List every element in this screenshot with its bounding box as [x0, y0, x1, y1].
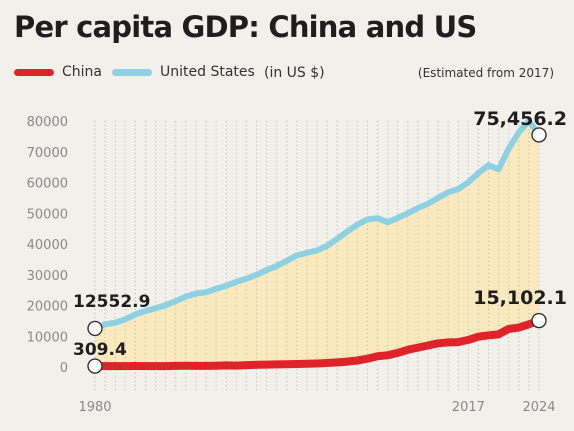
legend-label-china: China [62, 64, 102, 80]
legend: China United States (in US $) (Estimated… [14, 64, 562, 84]
y-tick-label: 30000 [27, 269, 68, 284]
y-tick-label: 0 [60, 361, 68, 376]
x-tick-label: 2024 [522, 400, 555, 415]
gap-area [95, 121, 539, 367]
us-start-marker [87, 320, 103, 337]
china-line [91, 316, 543, 371]
legend-swatch-us [112, 68, 152, 76]
us-end-marker [531, 127, 547, 143]
china-start-label: 309.4 [73, 340, 127, 360]
china-end-marker [531, 312, 547, 329]
y-tick-label: 40000 [27, 238, 68, 253]
unit-note: (in US $) [264, 65, 325, 81]
us-end-label: 75,456.2 [473, 108, 567, 130]
china-start-marker [87, 358, 103, 374]
us-start-label: 12552.9 [73, 292, 150, 312]
y-tick-label: 50000 [27, 207, 68, 222]
estimate-note: (Estimated from 2017) [417, 66, 554, 80]
china-end-label: 15,102.1 [473, 287, 567, 309]
y-tick-label: 20000 [27, 300, 68, 315]
chart-title: Per capita GDP: China and US [14, 10, 477, 44]
y-tick-label: 80000 [27, 115, 68, 130]
y-tick-label: 70000 [27, 146, 68, 161]
legend-label-us: United States [160, 64, 255, 80]
legend-item-china: China [14, 64, 102, 80]
x-tick-label: 1980 [78, 400, 111, 415]
us-line [92, 118, 542, 332]
legend-item-us: United States [112, 64, 255, 80]
legend-swatch-china [14, 68, 54, 76]
y-tick-label: 10000 [27, 330, 68, 345]
x-tick-label: 2017 [452, 400, 485, 415]
y-tick-label: 60000 [27, 177, 68, 192]
